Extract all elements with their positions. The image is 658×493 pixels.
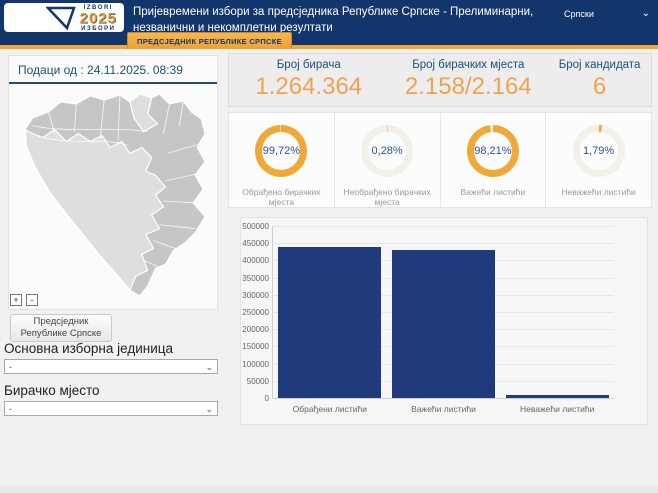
y-axis-tick: 100000 bbox=[242, 359, 269, 369]
gauge-0: 99,72% Обрађено бирачких мјеста bbox=[229, 113, 334, 207]
logo-triangle-icon bbox=[46, 6, 76, 31]
stat-value: 1.264.364 bbox=[255, 73, 363, 100]
bar-1[interactable] bbox=[392, 250, 495, 398]
gauge-percent: 0,28% bbox=[371, 145, 403, 157]
gauge-label: Обрађено бирачких мјеста bbox=[242, 187, 321, 207]
map-zoom-in-button[interactable]: + bbox=[10, 294, 22, 306]
y-axis-tick: 400000 bbox=[242, 256, 269, 266]
gauge-percent: 98,21% bbox=[474, 145, 512, 157]
stat-label: Број кандидата bbox=[558, 59, 641, 71]
footer-strip bbox=[0, 486, 658, 493]
filter-group-1: Бирачко мјесто - ⌄ bbox=[4, 383, 218, 416]
gauge-label: Неважећи листићи bbox=[561, 187, 636, 197]
map-municipality-borders bbox=[32, 94, 202, 267]
gridline bbox=[273, 226, 614, 227]
election-logo: IZBORI 2025 ИЗБОРИ bbox=[4, 3, 124, 32]
donut-ring: 1,79% bbox=[572, 125, 625, 177]
ballots-bar-chart: 0 50000 100000 150000 200000 250000 300000 3500… bbox=[240, 217, 648, 425]
data-timestamp: Подаци од : 24.11.2025. 08:39 bbox=[9, 56, 217, 84]
stat-value: 6 bbox=[592, 73, 607, 100]
chevron-down-icon[interactable]: ⌄ bbox=[205, 361, 213, 372]
y-axis-tick: 200000 bbox=[242, 325, 269, 335]
x-axis-line bbox=[272, 398, 614, 399]
stat-0: Број бирача 1.264.364 bbox=[229, 54, 389, 106]
donut-center: 1,79% bbox=[579, 132, 618, 170]
stat-value: 2.158/2.164 bbox=[404, 73, 532, 100]
gauges-row: 99,72% Обрађено бирачких мјеста 0,28% Необр… bbox=[228, 112, 652, 208]
chevron-down-icon[interactable]: ⌄ bbox=[641, 8, 650, 19]
y-axis-tick: 300000 bbox=[242, 290, 269, 300]
x-axis-label-0: Обрађени листићи bbox=[292, 404, 367, 414]
y-axis-tick: 450000 bbox=[242, 239, 269, 249]
gauge-2: 98,21% Важећи листићи bbox=[439, 113, 546, 207]
x-axis-label-2: Неважећи листићи bbox=[519, 404, 595, 414]
tab-president-republike-srpske[interactable]: ПРЕДСЈЕДНИК РЕПУБЛИКЕ СРПСКЕ bbox=[127, 32, 292, 49]
x-axis-label-1: Важећи листићи bbox=[411, 404, 476, 414]
chevron-down-icon[interactable]: ⌄ bbox=[205, 403, 213, 414]
y-axis-tick: 50000 bbox=[246, 376, 269, 386]
gauge-1: 0,28% Необрађено бирачких мјеста bbox=[333, 113, 440, 207]
filter-select-1[interactable]: - ⌄ bbox=[4, 401, 218, 416]
map-brcko-notch bbox=[129, 93, 159, 133]
y-axis-tick: 250000 bbox=[242, 308, 269, 317]
donut-ring: 0,28% bbox=[361, 125, 414, 177]
language-label: Српски bbox=[564, 9, 594, 19]
gauge-label: Необрађено бирачких мјеста bbox=[343, 187, 431, 207]
gauge-label: Важећи листићи bbox=[460, 187, 526, 197]
logo-year: 2025 bbox=[79, 10, 117, 27]
y-axis-tick: 500000 bbox=[242, 222, 269, 231]
gridline bbox=[273, 243, 614, 245]
map-panel: Подаци од : 24.11.2025. 08:39 + - bbox=[8, 55, 218, 310]
race-button[interactable]: Предсједник Републике Српске bbox=[10, 314, 112, 342]
gauge-percent: 1,79% bbox=[583, 145, 615, 157]
logo-text-latin: IZBORI bbox=[83, 5, 113, 11]
filter-group-0: Основна изборна јединица - ⌄ bbox=[4, 341, 218, 374]
filter-select-value: - bbox=[9, 403, 12, 414]
logo-text-cyrillic: ИЗБОРИ bbox=[81, 26, 116, 32]
bar-2[interactable] bbox=[505, 395, 609, 398]
y-axis-tick: 150000 bbox=[242, 342, 269, 352]
filter-label-1: Бирачко мјесто bbox=[4, 383, 100, 398]
bar-0[interactable] bbox=[278, 247, 382, 398]
gauge-percent: 99,72% bbox=[262, 145, 301, 157]
filter-label-0: Основна изборна јединица bbox=[4, 341, 174, 356]
stat-label: Број бирача bbox=[276, 59, 341, 71]
donut-center: 98,21% bbox=[473, 132, 512, 170]
gauge-3: 1,79% Неважећи листићи bbox=[545, 113, 651, 207]
stat-label: Број бирачких мјеста bbox=[412, 59, 525, 71]
bosnia-map[interactable]: + - bbox=[9, 86, 217, 308]
map-zoom-out-button[interactable]: - bbox=[26, 294, 38, 306]
app-header: IZBORI 2025 ИЗБОРИ Пријевремени избори з… bbox=[0, 0, 658, 45]
y-axis-tick: 0 bbox=[264, 394, 269, 403]
stat-2: Број кандидата 6 bbox=[548, 54, 651, 106]
y-axis-tick: 350000 bbox=[242, 273, 269, 283]
bosnia-map-svg bbox=[23, 93, 207, 298]
filter-select-value: - bbox=[9, 361, 12, 372]
donut-center: 0,28% bbox=[368, 132, 407, 170]
page-title: Пријевремени избори за предсједника Репу… bbox=[133, 6, 534, 34]
language-selector[interactable]: Српски ⌄ bbox=[564, 8, 650, 20]
filter-select-0[interactable]: - ⌄ bbox=[4, 359, 218, 374]
filter-section: Основна изборна јединица - ⌄ Бирачко мјесто… bbox=[4, 341, 218, 425]
header-accent-line bbox=[0, 45, 658, 49]
donut-center: 99,72% bbox=[262, 132, 301, 170]
stat-1: Број бирачких мјеста 2.158/2.164 bbox=[389, 54, 549, 106]
y-axis-line bbox=[272, 226, 273, 399]
donut-ring: 98,21% bbox=[466, 125, 519, 177]
summary-stats-panel: Број бирача 1.264.364 Број бирачких мјеста… bbox=[228, 53, 652, 107]
donut-ring: 99,72% bbox=[255, 125, 308, 177]
